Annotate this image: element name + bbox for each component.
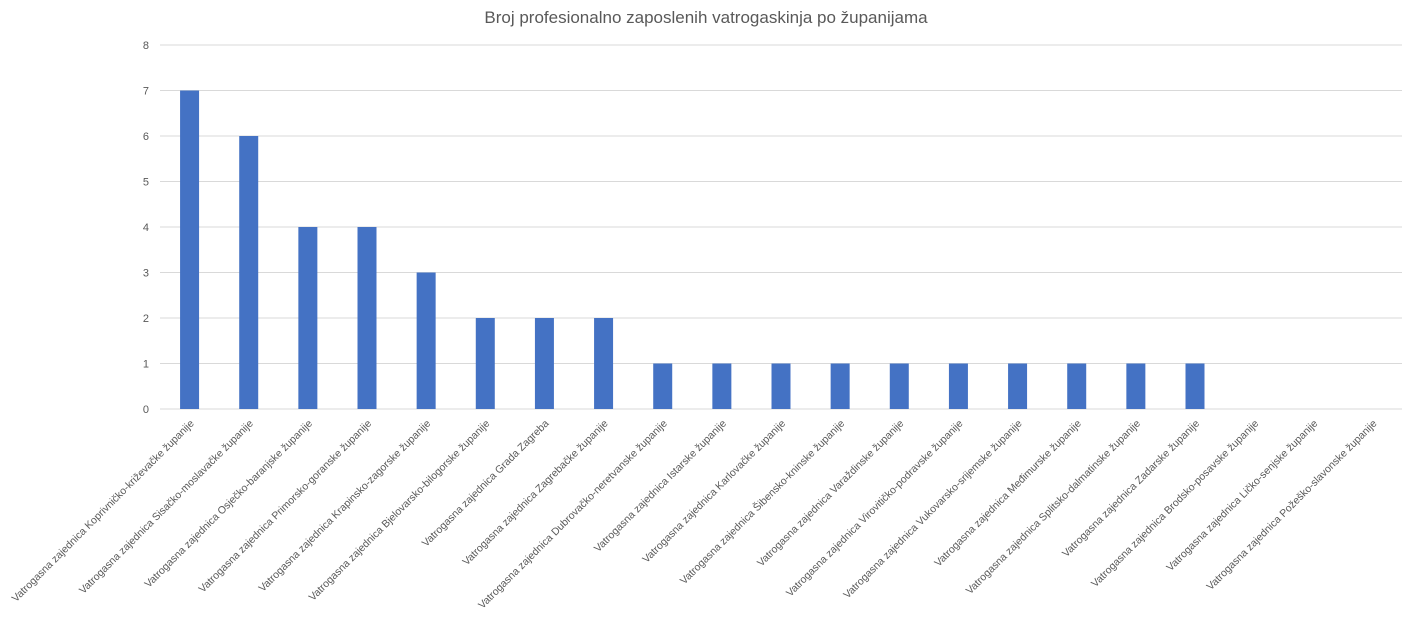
x-axis-tick-labels: Vatrogasna zajednica Koprivničko-križeva… [10,417,1380,611]
bar [594,318,614,409]
bar [830,363,850,409]
y-tick-label: 3 [143,268,149,280]
bar [298,227,318,409]
bar [1008,363,1028,409]
gridlines [160,44,1402,410]
bar [475,318,495,409]
bars [180,90,1205,409]
bar [1126,363,1146,409]
x-tick-label: Vatrogasna zajednica Istarske županije [592,418,729,555]
chart-title: Broj profesionalno zaposlenih vatrogaski… [484,8,928,27]
y-tick-label: 1 [143,359,149,371]
x-tick-label: Vatrogasna zajednica Grada Zagreba [420,418,552,550]
bar [889,363,909,409]
bar [712,363,732,409]
bar [771,363,791,409]
bar [416,272,436,409]
bar [1185,363,1205,409]
bar [357,227,377,409]
y-tick-label: 0 [143,404,149,416]
y-tick-label: 2 [143,313,149,325]
y-axis-tick-labels: 0 1 2 3 4 5 6 7 8 [143,40,149,416]
bar [534,318,554,409]
bar [1067,363,1087,409]
y-tick-label: 7 [143,86,149,98]
y-tick-label: 6 [143,131,149,143]
bar [239,136,259,409]
bar [180,90,200,409]
y-tick-label: 8 [143,40,149,52]
bar [653,363,673,409]
y-tick-label: 4 [143,222,149,234]
bar [948,363,968,409]
y-tick-label: 5 [143,177,149,189]
